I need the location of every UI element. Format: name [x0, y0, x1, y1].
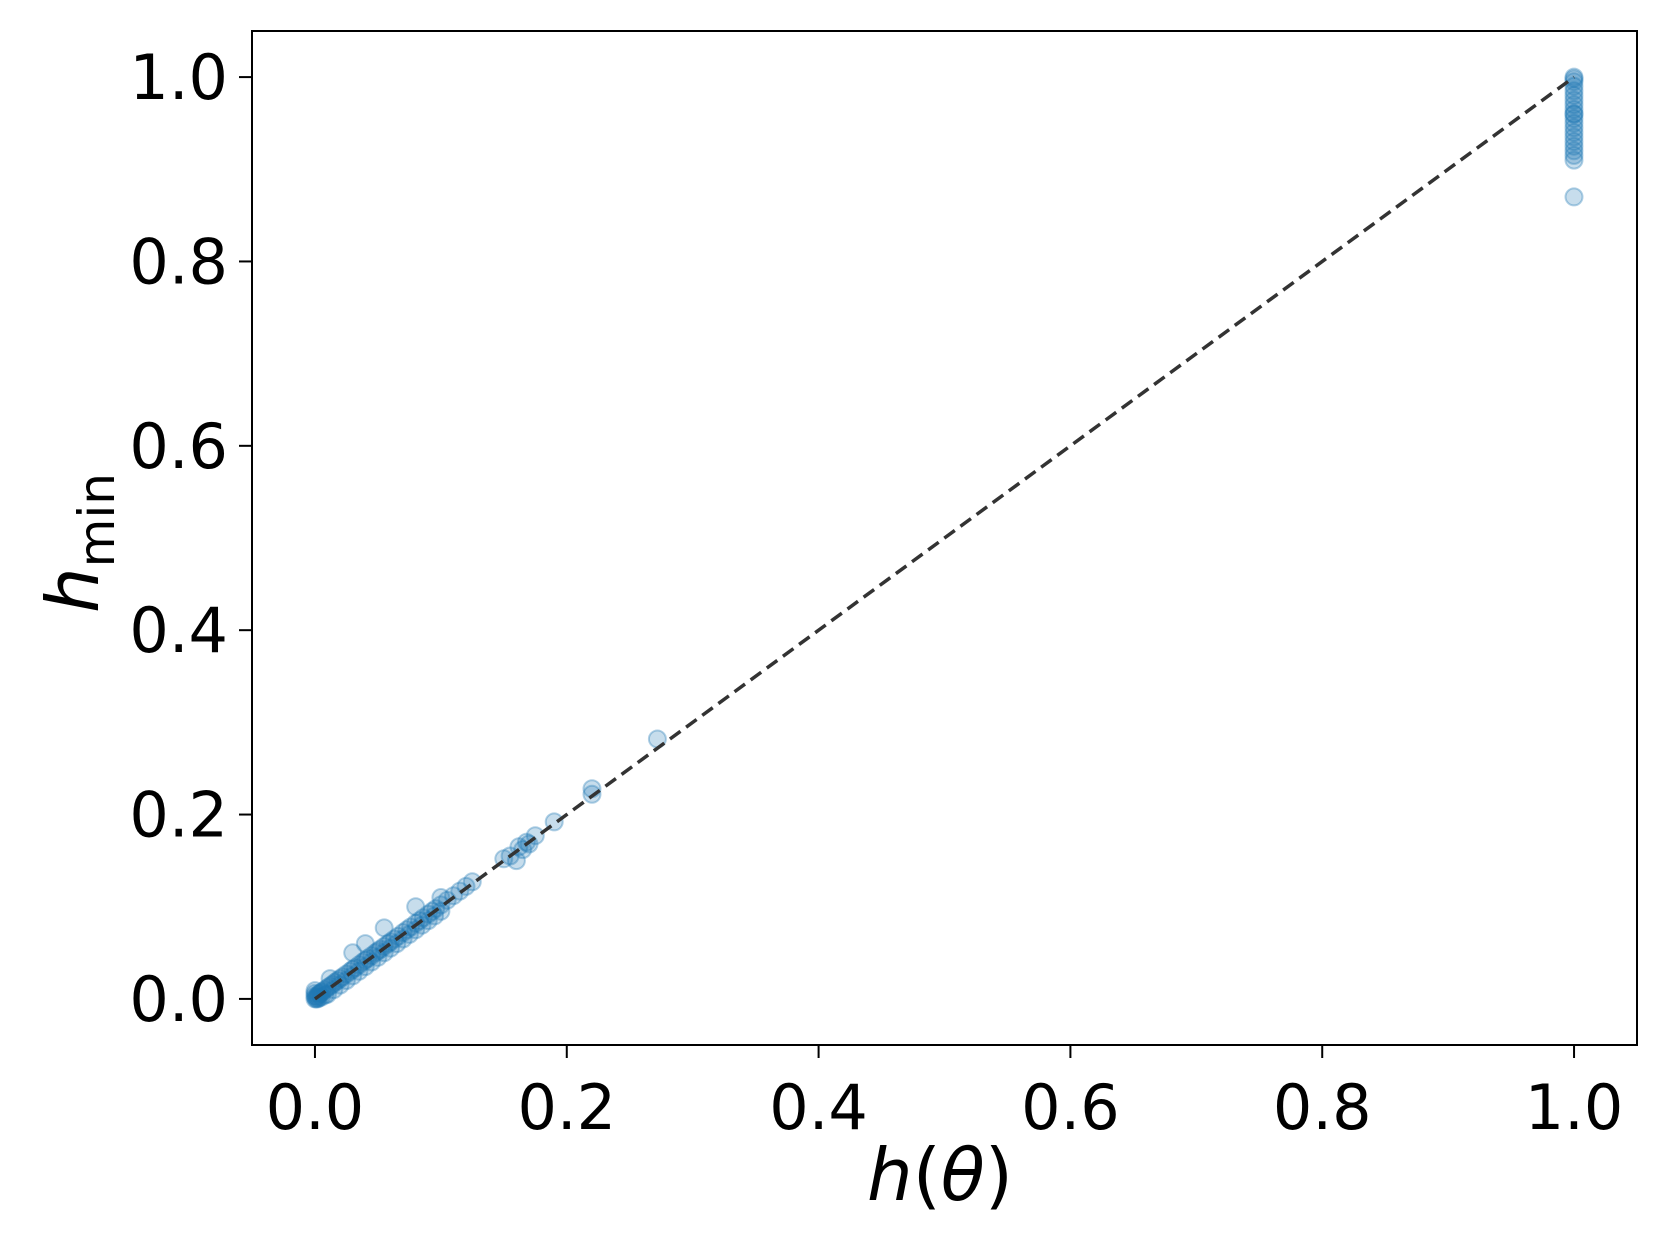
data-point	[343, 966, 363, 986]
data-point	[1564, 132, 1584, 152]
y-tick-label: 0.8	[129, 225, 228, 298]
data-point	[425, 906, 445, 926]
x-axis-label: h(θ)	[867, 1133, 1013, 1217]
data-point	[1564, 187, 1584, 207]
data-point	[320, 976, 340, 996]
data-point	[1564, 99, 1584, 119]
data-point	[393, 929, 413, 949]
data-point	[406, 920, 426, 940]
y-tick-label: 0.4	[129, 594, 228, 667]
y-tick-label: 0.6	[129, 410, 228, 483]
data-point	[1564, 104, 1584, 124]
data-point	[1564, 69, 1584, 89]
data-point	[406, 897, 426, 917]
data-point	[1564, 104, 1584, 124]
x-tick-label: 0.2	[517, 1071, 616, 1144]
data-point	[324, 980, 344, 1000]
data-point	[1564, 122, 1584, 142]
data-point	[315, 985, 335, 1005]
x-tick-label: 0.6	[1021, 1071, 1120, 1144]
y-axis-label: hmin	[31, 473, 126, 613]
x-tick-label: 1.0	[1525, 1071, 1624, 1144]
data-point	[1564, 127, 1584, 147]
data-point	[368, 941, 388, 961]
data-point	[1564, 109, 1584, 129]
data-point	[1564, 145, 1584, 165]
x-tick-label: 0.4	[769, 1071, 868, 1144]
data-point	[305, 986, 325, 1006]
data-point	[343, 943, 363, 963]
data-point	[384, 929, 404, 949]
data-point	[1564, 95, 1584, 115]
data-point	[1564, 90, 1584, 110]
y-axis-label-base: h	[31, 567, 115, 613]
y-tick-label: 0.0	[129, 963, 228, 1036]
x-axis-label-fn: h	[867, 1133, 913, 1217]
y-axis-ticks: 0.0 0.2 0.4 0.6 0.8 1.0	[129, 41, 252, 1036]
data-point	[1564, 150, 1584, 170]
x-tick-label: 0.8	[1273, 1071, 1372, 1144]
y-tick-label: 1.0	[129, 41, 228, 114]
data-point	[1564, 81, 1584, 101]
x-axis-label-var: θ	[941, 1133, 985, 1217]
data-point	[401, 917, 421, 937]
plot-frame	[251, 30, 1638, 1046]
data-point	[1564, 141, 1584, 161]
data-point	[1564, 86, 1584, 105]
data-point	[374, 918, 394, 938]
data-point	[1564, 118, 1584, 138]
y-axis-label-sub: min	[68, 473, 126, 567]
y-tick-label: 0.2	[129, 779, 228, 852]
reference-line	[313, 75, 1576, 1001]
x-axis-ticks: 0.0 0.2 0.4 0.6 0.8 1.0	[266, 1045, 1624, 1144]
x-axis-label-open: (	[913, 1133, 941, 1217]
x-axis-label-close: )	[985, 1133, 1013, 1217]
data-point	[355, 934, 375, 954]
data-point	[374, 943, 394, 963]
points-layer	[305, 67, 1584, 1009]
data-point	[1564, 113, 1584, 133]
x-tick-label: 0.0	[266, 1071, 365, 1144]
data-point	[1564, 136, 1584, 156]
